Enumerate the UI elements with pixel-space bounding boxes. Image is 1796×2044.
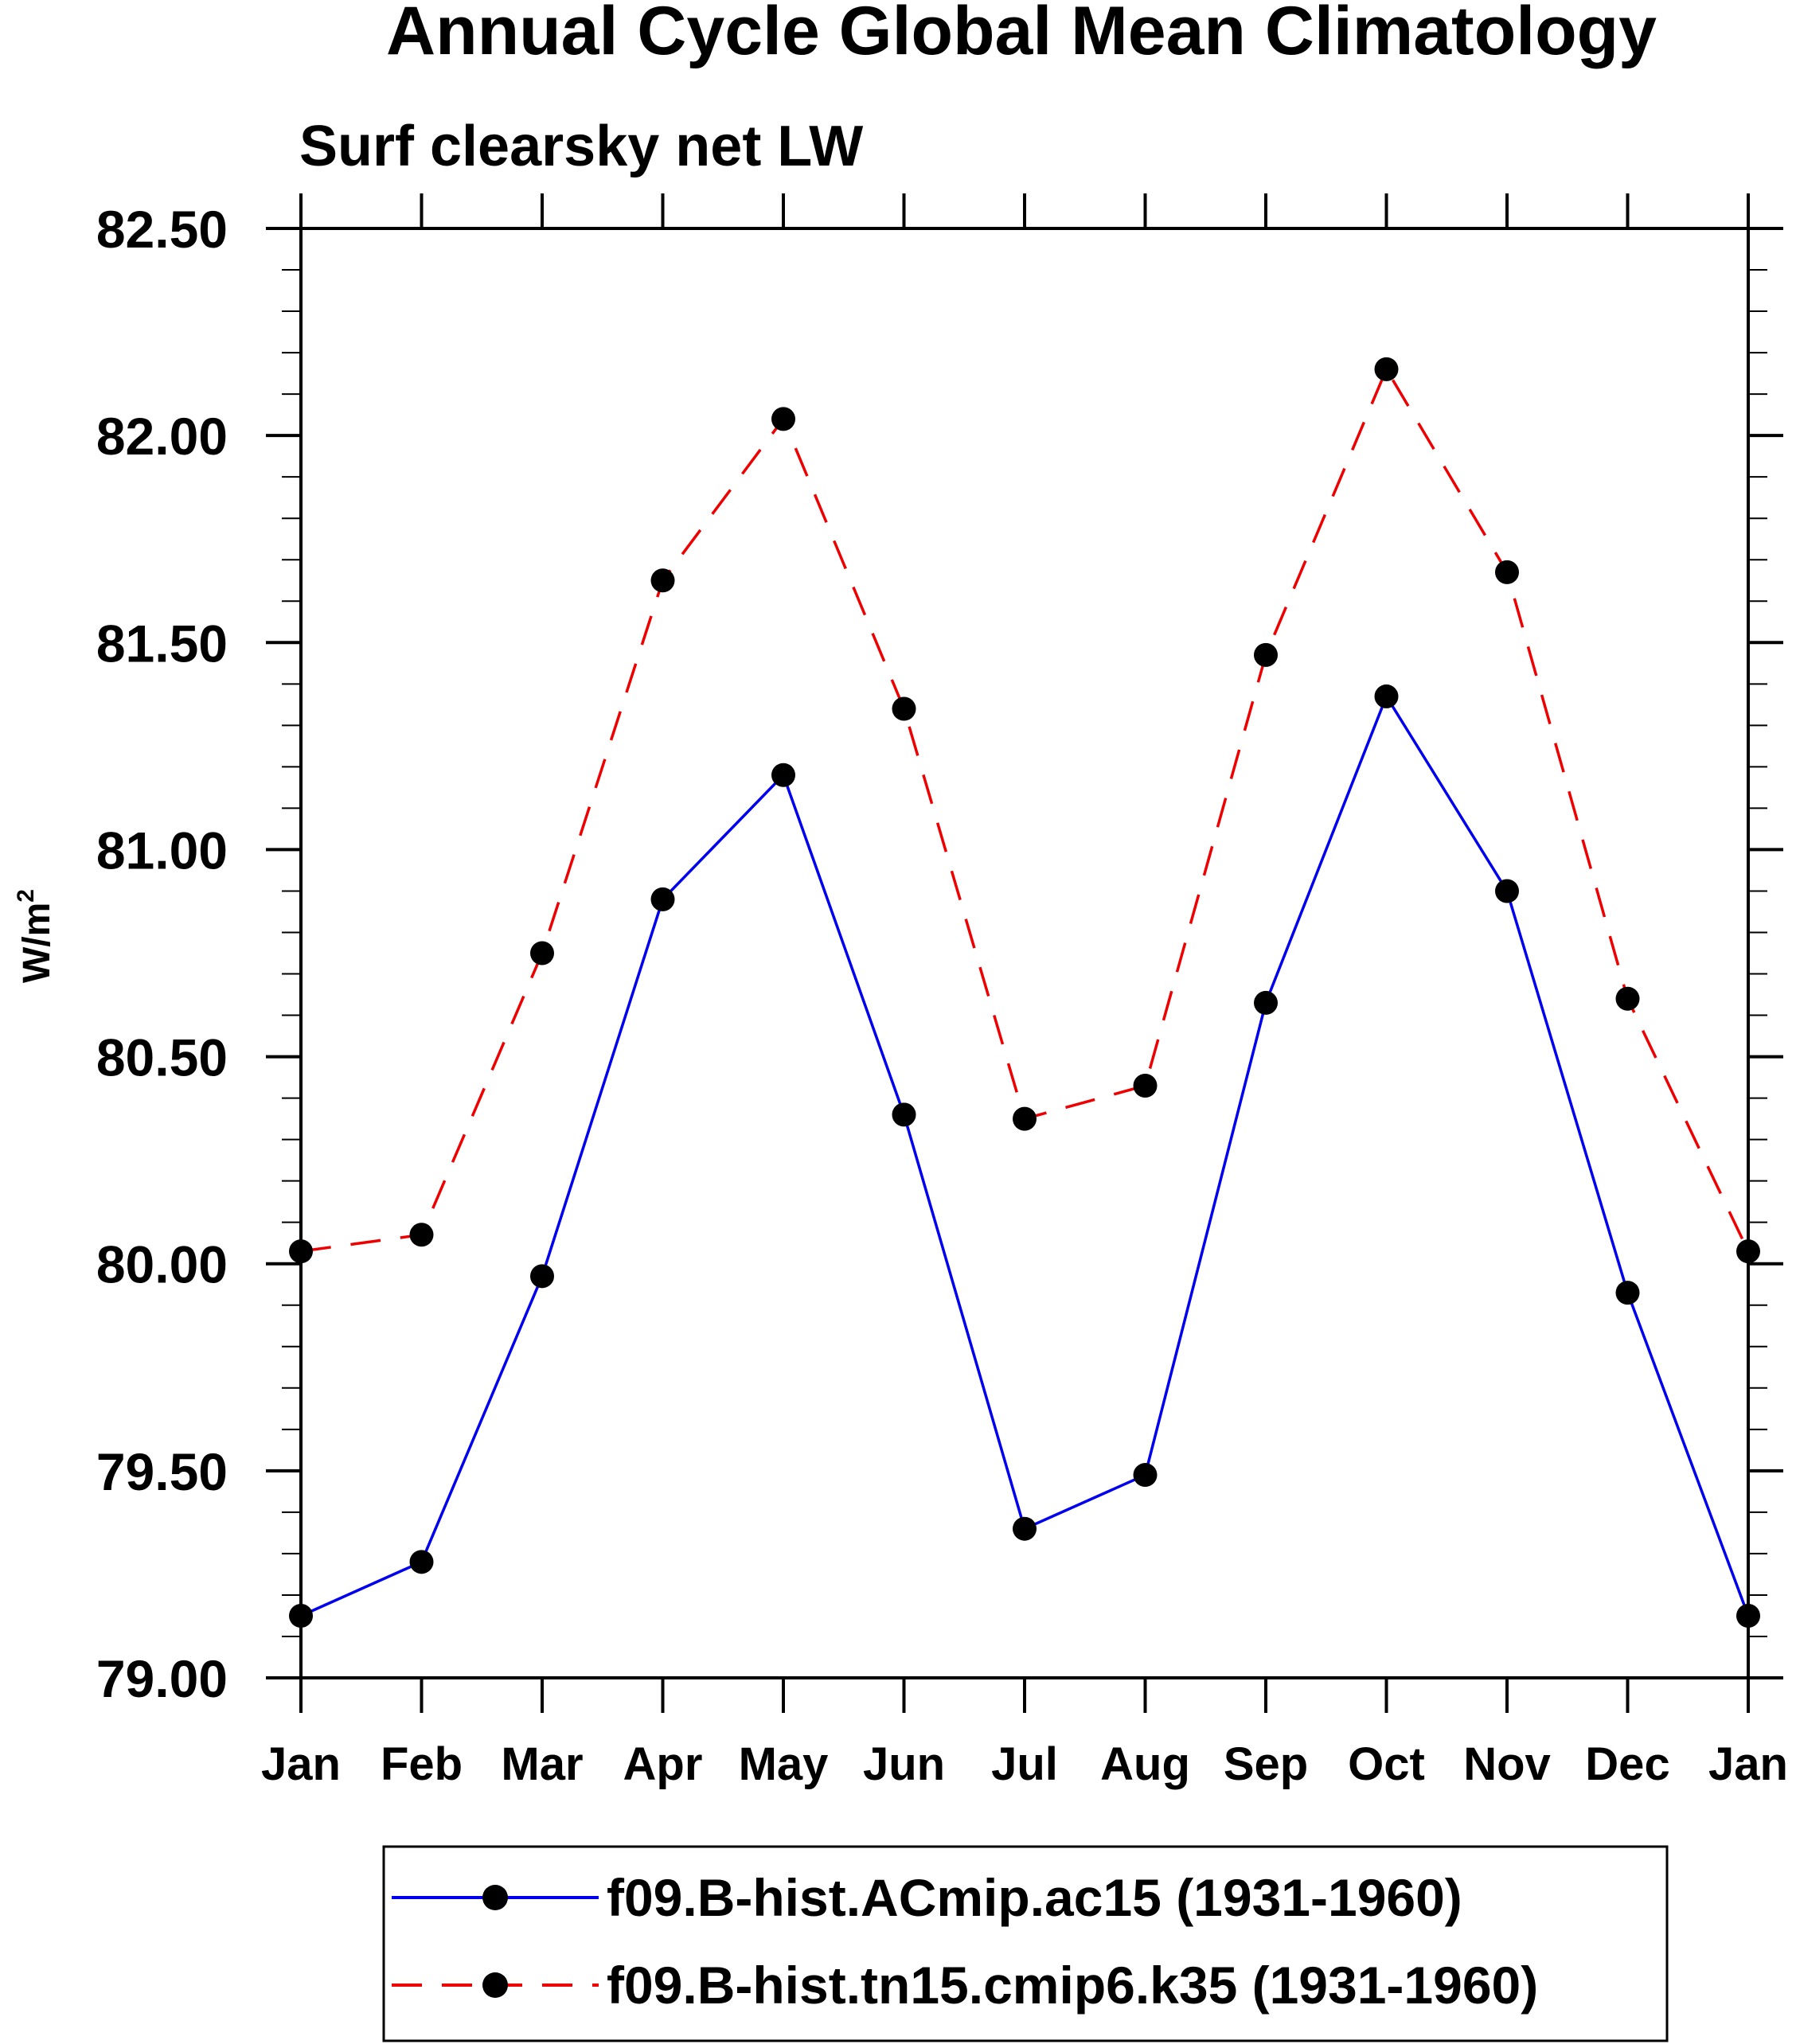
y-tick-label: 79.00 (96, 1649, 228, 1708)
data-point-series-2 (1133, 1073, 1158, 1098)
data-point-series-1 (1254, 990, 1278, 1015)
axis-ticks (266, 193, 1783, 1713)
x-tick-label: Apr (623, 1738, 703, 1790)
series-layer (289, 357, 1760, 1628)
y-tick-labels: 79.00 79.50 80.00 80.50 81.00 81.50 82.00 82.50 (96, 200, 228, 1708)
y-axis-label-superscript: 2 (13, 889, 39, 903)
data-point-series-2 (771, 407, 795, 431)
y-tick-label: 81.50 (96, 614, 228, 673)
legend-label-series-2: f09.B-hist.tn15.cmip6.k35 (1931-1960) (607, 1956, 1538, 2015)
y-tick-label: 79.50 (96, 1442, 228, 1501)
data-point-series-1 (409, 1550, 434, 1574)
y-tick-label: 81.00 (96, 821, 228, 880)
data-point-series-1 (1615, 1281, 1640, 1305)
x-tick-label: Jan (1708, 1738, 1788, 1790)
y-tick-label: 82.00 (96, 407, 228, 466)
data-point-series-2 (409, 1223, 434, 1247)
y-tick-label: 82.50 (96, 200, 228, 259)
data-point-series-2 (1013, 1106, 1037, 1131)
x-tick-label: Aug (1100, 1738, 1190, 1790)
data-point-series-1 (892, 1102, 916, 1127)
legend-label-series-1: f09.B-hist.ACmip.ac15 (1931-1960) (607, 1868, 1462, 1927)
y-tick-label: 80.50 (96, 1028, 228, 1087)
data-point-series-2 (1254, 642, 1278, 667)
data-point-series-2 (530, 941, 554, 965)
x-tick-label: Sep (1224, 1738, 1308, 1790)
x-tick-label: Jan (261, 1738, 341, 1790)
data-point-series-1 (1495, 879, 1519, 903)
data-point-series-1 (1374, 684, 1399, 708)
data-point-series-1 (1013, 1516, 1037, 1541)
data-point-series-1 (1133, 1463, 1158, 1488)
chart-subtitle: Surf clearsky net LW (299, 115, 863, 178)
y-tick-label: 80.00 (96, 1235, 228, 1294)
chart-title: Annual Cycle Global Mean Climatology (386, 0, 1657, 69)
legend: f09.B-hist.ACmip.ac15 (1931-1960) f09.B-… (382, 1845, 1669, 2042)
data-point-series-2 (892, 696, 916, 721)
y-axis-label-text: W/m (16, 903, 58, 983)
x-tick-label: Dec (1585, 1738, 1669, 1790)
x-tick-labels: Jan Feb Mar Apr May Jun Jul Aug Sep Oct Nov Dec Jan (261, 1738, 1788, 1790)
x-tick-label: Nov (1463, 1738, 1551, 1790)
x-tick-label: Jul (991, 1738, 1058, 1790)
data-point-series-1 (530, 1264, 554, 1289)
x-tick-label: Oct (1348, 1738, 1425, 1790)
data-point-series-2 (1615, 986, 1640, 1011)
legend-marker-series-2 (482, 1972, 508, 1998)
x-tick-label: Jun (863, 1738, 945, 1790)
svg-text:W/m2: W/m2 (13, 889, 58, 983)
x-tick-label: May (739, 1738, 829, 1790)
y-axis-label: W/m2 (13, 889, 58, 983)
legend-marker-series-1 (482, 1885, 508, 1910)
legend-box (382, 1845, 1669, 2042)
x-tick-label: Feb (381, 1738, 463, 1790)
data-point-series-1 (771, 763, 795, 787)
x-tick-label: Mar (501, 1738, 583, 1790)
data-point-series-2 (1374, 357, 1399, 381)
data-point-series-2 (650, 568, 675, 593)
data-point-series-1 (650, 887, 675, 911)
series-line-1 (300, 693, 1750, 1617)
data-point-series-2 (1495, 560, 1519, 584)
plot-frame (299, 227, 1750, 1679)
